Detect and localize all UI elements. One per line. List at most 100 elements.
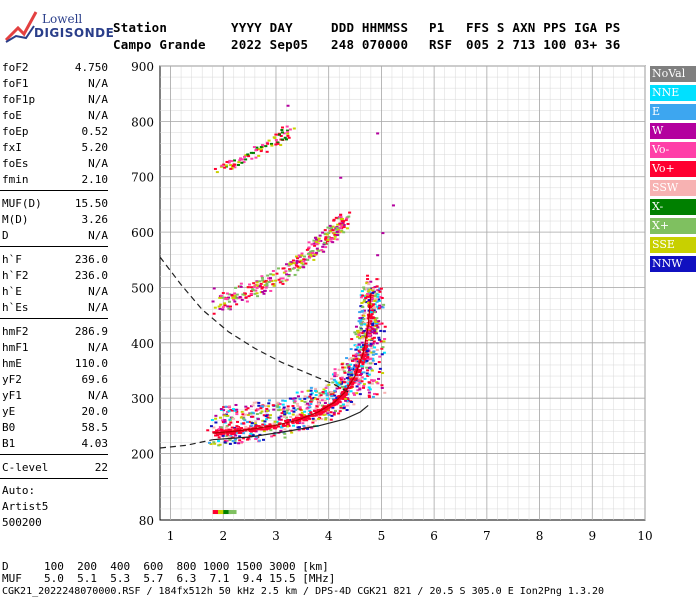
header-ffs-value: 005 2 713 100 03+ 36 [466,37,621,52]
echo-point [277,409,281,412]
divider [0,190,108,191]
echo-point [227,410,231,413]
echo-point [340,395,344,398]
echo-point [365,366,369,369]
echo-point [244,408,248,411]
echo-point [366,356,370,359]
echo-point [222,163,226,166]
echo-point [242,415,246,418]
echo-point [224,413,228,416]
scaled-trace [212,292,372,434]
x-tick-label: 4 [325,529,333,543]
echo-point [226,414,230,417]
echo-point [274,133,278,136]
echo-point [239,431,243,434]
echo-point [224,429,228,432]
echo-point [300,399,304,402]
echo-point [283,136,287,139]
echo-point [368,388,372,391]
echo-point [354,333,358,336]
echo-point [321,412,325,415]
echo-point [281,403,285,406]
echo-point [367,391,371,394]
param-name: hmF1 [2,341,29,354]
echo-point [265,141,269,144]
echo-point [314,240,318,243]
echo-point [360,371,364,374]
echo-point [330,390,334,393]
echo-point [257,154,261,157]
echo-point [233,300,237,303]
echo-point [367,283,371,286]
echo-point [265,282,269,285]
echo-point [235,410,239,413]
echo-point [259,146,263,149]
echo-point [228,305,232,308]
echo-point [232,432,236,435]
echo-point [270,142,274,145]
echo-point [298,406,302,409]
echo-point [268,279,272,282]
echo-point [246,413,250,416]
echo-point [247,427,251,430]
echo-point [380,386,384,389]
echo-point [365,344,369,347]
echo-point [212,510,221,515]
echo-point [342,393,346,396]
echo-point [288,269,292,272]
echo-point [339,396,343,399]
y-tick-label: 400 [131,337,154,351]
echo-point [242,161,246,164]
echo-point [374,352,378,355]
echo-point [295,261,299,264]
echo-point [225,439,229,442]
echo-point [281,424,285,427]
echo-point [371,331,375,334]
echo-point [240,427,244,430]
echo-point [280,129,284,132]
echo-point [377,336,381,339]
echo-point [278,133,282,136]
echo-point [360,345,364,348]
echo-point [332,413,336,416]
echo-point [286,420,290,423]
echo-point [321,231,325,234]
echo-point [244,425,248,428]
echo-point [333,368,337,371]
echo-point [329,227,333,230]
echo-point [296,426,300,429]
echo-point [234,286,238,289]
echo-point [277,418,281,421]
echo-point [368,381,372,384]
echo-point [310,414,314,417]
echo-point [288,268,292,271]
echo-point [366,374,370,377]
legend-item-e: E [650,104,696,120]
echo-point [217,428,221,431]
echo-point [377,299,381,302]
echo-point [379,295,383,298]
echo-point [214,414,218,417]
echo-point [345,217,349,220]
echo-point [338,222,342,225]
echo-point [306,252,310,255]
param-value: 4.03 [81,437,109,450]
echo-point [306,427,310,430]
echo-point [354,359,358,362]
echo-point [358,374,362,377]
echo-point [358,317,362,320]
echo-point [268,416,272,419]
echo-point [331,393,335,396]
echo-point [244,158,248,161]
echo-point [223,441,227,444]
echo-point [357,349,361,352]
echo-point [369,320,373,323]
echo-point [367,373,371,376]
echo-point [370,362,374,365]
echo-point [370,351,374,354]
echo-point [345,357,349,360]
echo-point [315,405,319,408]
echo-point [254,409,258,412]
divider [0,246,108,247]
echo-point [375,278,379,281]
